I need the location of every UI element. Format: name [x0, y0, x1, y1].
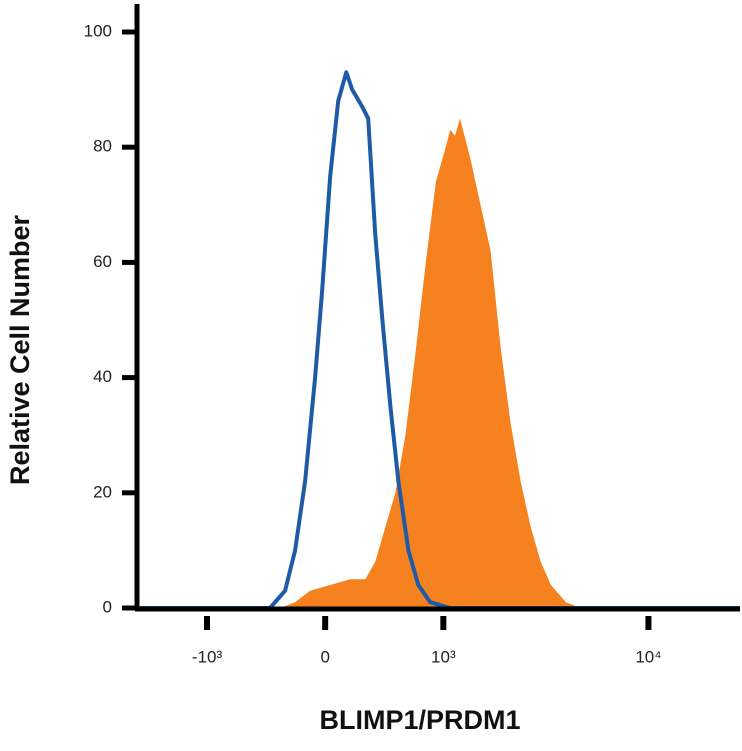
y-tick-label: 0 [103, 597, 112, 616]
y-axis-title: Relative Cell Number [5, 214, 35, 485]
line [140, 70, 740, 610]
y-tick-label: 40 [93, 367, 112, 386]
x-tick-label: 0 [320, 647, 329, 666]
x-tick-label: 10⁴ [635, 647, 661, 666]
x-tick-label: 10³ [431, 647, 456, 666]
y-tick-label: 100 [84, 21, 112, 40]
x-tick-label: -10³ [192, 647, 223, 666]
y-tick-label: 20 [93, 482, 112, 501]
y-tick-label: 60 [93, 252, 112, 271]
area [140, 118, 740, 609]
y-tick-label: 80 [93, 137, 112, 156]
x-axis-title: BLIMP1/PRDM1 [319, 705, 520, 735]
